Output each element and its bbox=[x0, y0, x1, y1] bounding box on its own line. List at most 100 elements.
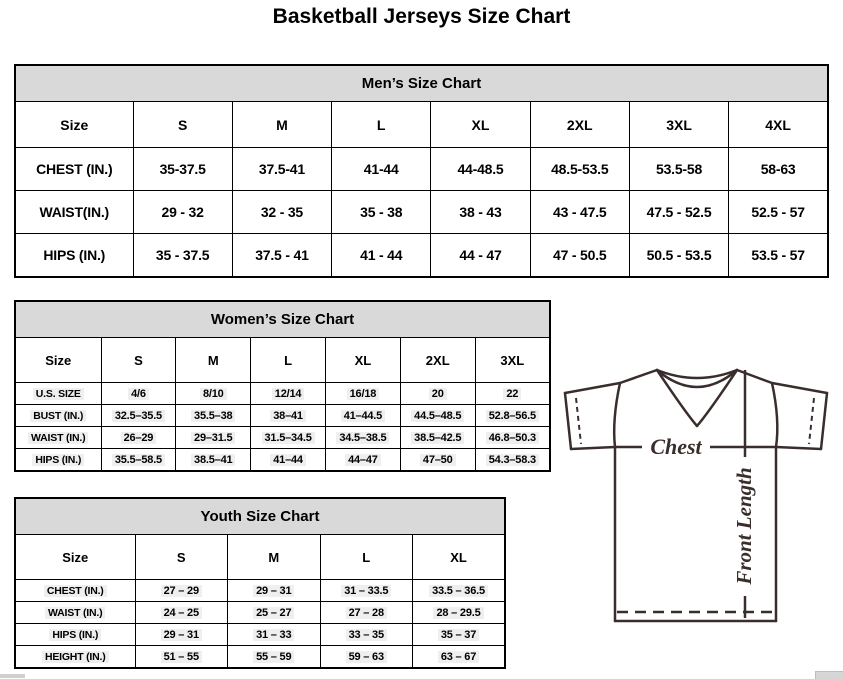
women-value-cell: 44–47 bbox=[324, 448, 401, 472]
men-row-label: CHEST (IN.) bbox=[14, 147, 134, 191]
men-value-cell: 58-63 bbox=[728, 147, 829, 191]
women-value-cell: 44.5–48.5 bbox=[399, 404, 476, 427]
youth-value-cell: 33 – 35 bbox=[319, 623, 413, 646]
youth-table-row: HIPS (IN.) 29 – 31 31 – 33 33 – 35 35 – 37 bbox=[14, 623, 506, 646]
women-value-cell: 46.8–50.3 bbox=[474, 426, 551, 449]
jersey-right-sleeve-bottom bbox=[774, 445, 823, 451]
women-col-header-s: S bbox=[100, 337, 177, 383]
horizontal-scrollbar-fragment-right[interactable] bbox=[815, 671, 843, 679]
jersey-left-shoulder-line bbox=[563, 368, 659, 395]
youth-value-cell: 29 – 31 bbox=[227, 579, 321, 602]
youth-value-cell: 33.5 – 36.5 bbox=[412, 579, 506, 602]
men-value-cell: 37.5 - 41 bbox=[231, 233, 333, 278]
men-row-label: WAIST(IN.) bbox=[14, 190, 134, 234]
men-col-header-xl: XL bbox=[430, 101, 531, 148]
front-length-label: Front Length bbox=[732, 467, 756, 585]
women-table-row: HIPS (IN.) 35.5–58.5 38.5–41 41–44 44–47 47–5… bbox=[14, 448, 551, 472]
youth-col-header-m: M bbox=[227, 534, 321, 580]
men-value-cell: 41-44 bbox=[331, 147, 432, 191]
jersey-left-sleeve-bottom bbox=[569, 445, 617, 451]
jersey-right-sleeve-seam bbox=[770, 381, 779, 449]
women-table-row: WAIST (IN.) 26–29 29–31.5 31.5–34.5 34.5–38.… bbox=[14, 426, 551, 449]
women-value-cell: 54.3–58.3 bbox=[474, 448, 551, 472]
women-value-cell: 20 bbox=[399, 382, 476, 405]
youth-row-label: CHEST (IN.) bbox=[14, 579, 136, 602]
men-value-cell: 32 - 35 bbox=[231, 190, 333, 234]
men-value-cell: 44 - 47 bbox=[430, 233, 531, 278]
women-value-cell: 41–44.5 bbox=[324, 404, 401, 427]
women-value-cell: 29–31.5 bbox=[175, 426, 252, 449]
women-value-cell: 26–29 bbox=[100, 426, 177, 449]
women-row-label: BUST (IN.) bbox=[14, 404, 102, 427]
youth-chart-title: Youth Size Chart bbox=[14, 497, 506, 535]
youth-row-label: HIPS (IN.) bbox=[14, 623, 136, 646]
youth-value-cell: 35 – 37 bbox=[412, 623, 506, 646]
men-table-row: HIPS (IN.) 35 - 37.5 37.5 - 41 41 - 44 44 - … bbox=[14, 233, 829, 278]
women-table-row: U.S. SIZE 4/6 8/10 12/14 16/18 20 22 bbox=[14, 382, 551, 405]
youth-value-cell: 24 – 25 bbox=[134, 601, 228, 624]
women-col-header-2xl: 2XL bbox=[399, 337, 476, 383]
men-col-header-s: S bbox=[132, 101, 233, 148]
men-col-header-m: M bbox=[231, 101, 333, 148]
women-row-label: U.S. SIZE bbox=[14, 382, 102, 405]
women-value-cell: 4/6 bbox=[100, 382, 177, 405]
youth-row-label: WAIST (IN.) bbox=[14, 601, 136, 624]
women-col-header-m: M bbox=[175, 337, 252, 383]
men-chart-title: Men’s Size Chart bbox=[14, 64, 829, 102]
jersey-left-sleeve-seam bbox=[612, 381, 622, 449]
men-col-header-l: L bbox=[331, 101, 432, 148]
jersey-measurement-diagram: Chest Front Length bbox=[563, 368, 829, 623]
women-value-cell: 34.5–38.5 bbox=[324, 426, 401, 449]
youth-value-cell: 51 – 55 bbox=[134, 645, 228, 669]
men-value-cell: 37.5-41 bbox=[231, 147, 333, 191]
men-value-cell: 47.5 - 52.5 bbox=[628, 190, 730, 234]
men-value-cell: 47 - 50.5 bbox=[529, 233, 630, 278]
youth-value-cell: 25 – 27 bbox=[227, 601, 321, 624]
men-value-cell: 44-48.5 bbox=[430, 147, 531, 191]
youth-col-header-l: L bbox=[319, 534, 413, 580]
women-value-cell: 31.5–34.5 bbox=[250, 426, 326, 449]
page-title: Basketball Jerseys Size Chart bbox=[272, 5, 571, 28]
youth-value-cell: 59 – 63 bbox=[319, 645, 413, 669]
jersey-left-sleeve-edge bbox=[563, 391, 573, 451]
jersey-right-sleeve-edge bbox=[819, 391, 829, 451]
men-value-cell: 53.5 - 57 bbox=[728, 233, 829, 278]
mens-size-chart-table: Men’s Size Chart Size S M L XL 2XL 3XL 4XL CHEST … bbox=[14, 64, 829, 278]
youth-value-cell: 28 – 29.5 bbox=[412, 601, 506, 624]
jersey-collar-arc-inner bbox=[655, 368, 739, 389]
men-table-row: CHEST (IN.) 35-37.5 37.5-41 41-44 44-48.5 48.… bbox=[14, 147, 829, 191]
men-value-cell: 53.5-58 bbox=[628, 147, 730, 191]
jersey-right-sleeve-stitch-dashes bbox=[808, 397, 815, 445]
women-value-cell: 38–41 bbox=[250, 404, 326, 427]
youth-col-header-size: Size bbox=[14, 534, 136, 580]
youth-value-cell: 31 – 33 bbox=[227, 623, 321, 646]
jersey-collar-arc-outer bbox=[655, 368, 739, 380]
women-value-cell: 52.8–56.5 bbox=[474, 404, 551, 427]
women-value-cell: 35.5–58.5 bbox=[100, 448, 177, 472]
chest-label: Chest bbox=[650, 434, 702, 459]
youth-size-chart-table: Youth Size Chart Size S M L XL CHEST (IN.) 27 –… bbox=[14, 497, 506, 669]
women-row-label: HIPS (IN.) bbox=[14, 448, 102, 472]
women-col-header-l: L bbox=[250, 337, 326, 383]
youth-table-row: WAIST (IN.) 24 – 25 25 – 27 27 – 28 28 – 29.… bbox=[14, 601, 506, 624]
men-col-header-2xl: 2XL bbox=[529, 101, 630, 148]
men-value-cell: 29 - 32 bbox=[132, 190, 233, 234]
women-col-header-size: Size bbox=[14, 337, 102, 383]
women-row-label: WAIST (IN.) bbox=[14, 426, 102, 449]
women-value-cell: 38.5–42.5 bbox=[399, 426, 476, 449]
men-value-cell: 35 - 37.5 bbox=[132, 233, 233, 278]
women-col-header-xl: XL bbox=[324, 337, 401, 383]
men-col-header-4xl: 4XL bbox=[728, 101, 829, 148]
youth-value-cell: 27 – 29 bbox=[134, 579, 228, 602]
men-value-cell: 38 - 43 bbox=[430, 190, 531, 234]
horizontal-scrollbar-fragment-left[interactable] bbox=[0, 674, 25, 678]
men-value-cell: 43 - 47.5 bbox=[529, 190, 630, 234]
men-value-cell: 48.5-53.5 bbox=[529, 147, 630, 191]
jersey-right-shoulder-line bbox=[735, 368, 829, 395]
jersey-vneck-outline bbox=[655, 368, 739, 428]
women-value-cell: 38.5–41 bbox=[175, 448, 252, 472]
youth-col-header-s: S bbox=[134, 534, 228, 580]
youth-value-cell: 27 – 28 bbox=[319, 601, 413, 624]
youth-col-header-xl: XL bbox=[412, 534, 506, 580]
women-col-header-3xl: 3XL bbox=[474, 337, 551, 383]
